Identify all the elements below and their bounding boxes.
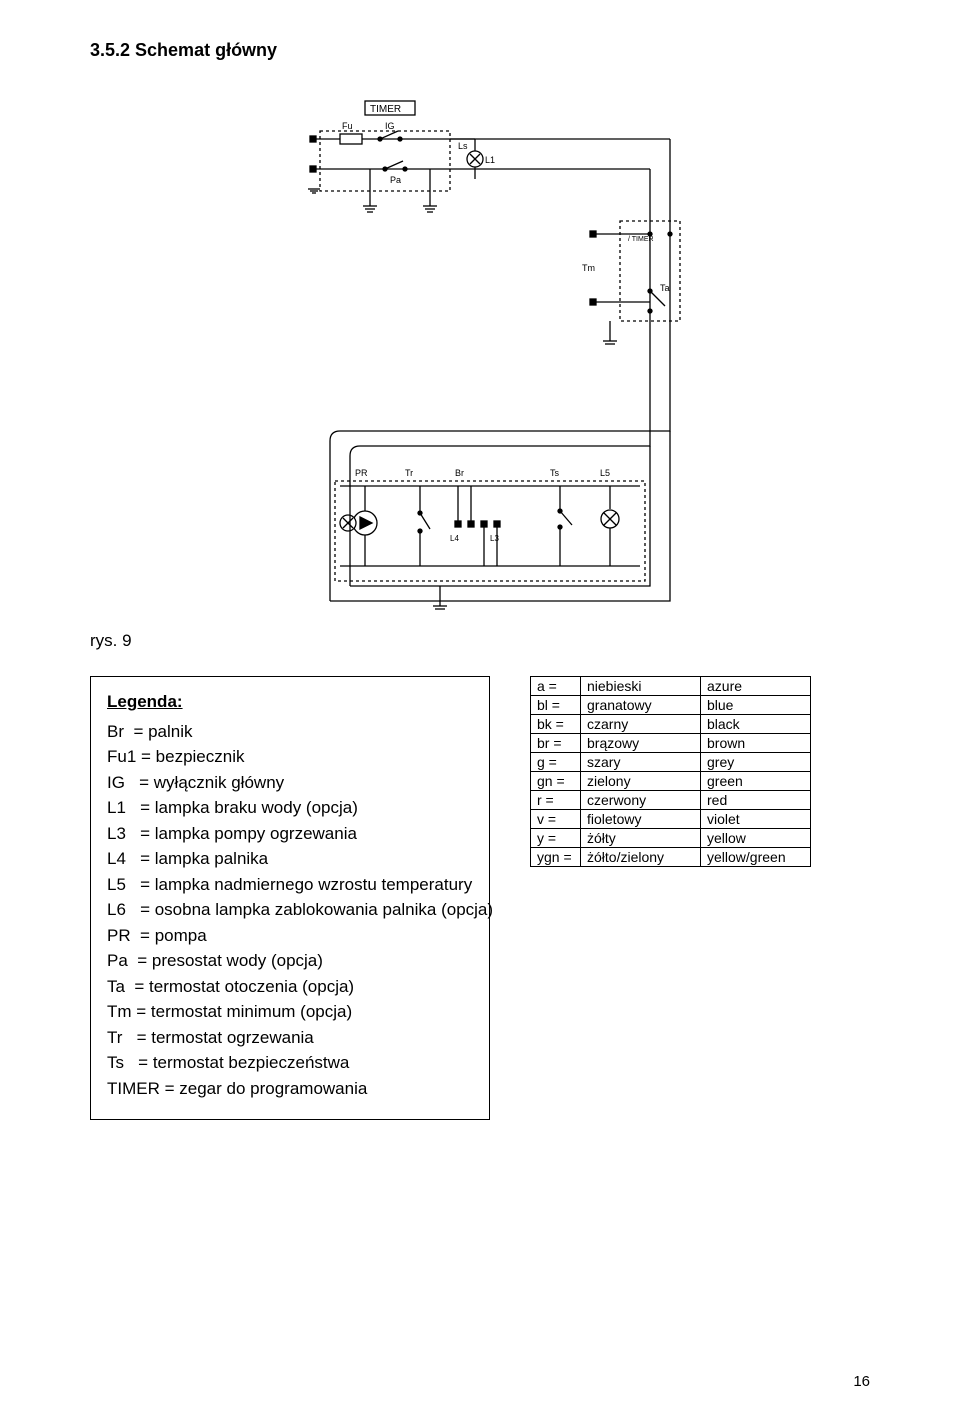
figure-label: rys. 9 [90, 631, 870, 651]
legend-item: Fu1 = bezpiecznik [107, 744, 473, 770]
table-cell: żółto/zielony [581, 848, 701, 867]
table-row: y =żółtyyellow [531, 829, 811, 848]
svg-text:Br: Br [455, 468, 464, 478]
svg-text:L3: L3 [490, 534, 499, 543]
table-cell: yellow [701, 829, 811, 848]
table-cell: blue [701, 696, 811, 715]
legend-item: Ts = termostat bezpieczeństwa [107, 1050, 473, 1076]
legend-item: L4 = lampka palnika [107, 846, 473, 872]
table-cell: black [701, 715, 811, 734]
legend-item: IG = wyłącznik główny [107, 770, 473, 796]
legend-item: L3 = lampka pompy ogrzewania [107, 821, 473, 847]
table-cell: gn = [531, 772, 581, 791]
table-cell: ygn = [531, 848, 581, 867]
svg-text:PR: PR [355, 468, 368, 478]
svg-text:L4: L4 [450, 534, 459, 543]
table-cell: zielony [581, 772, 701, 791]
table-cell: żółty [581, 829, 701, 848]
table-cell: azure [701, 677, 811, 696]
table-cell: niebieski [581, 677, 701, 696]
table-cell: szary [581, 753, 701, 772]
legend-item: Ta = termostat otoczenia (opcja) [107, 974, 473, 1000]
svg-text:Tr: Tr [405, 468, 413, 478]
svg-text:L1: L1 [485, 155, 495, 165]
legend-lines: Br = palnikFu1 = bezpiecznikIG = wyłączn… [107, 719, 473, 1102]
table-cell: czerwony [581, 791, 701, 810]
table-row: bl =granatowyblue [531, 696, 811, 715]
table-row: bk =czarnyblack [531, 715, 811, 734]
table-cell: green [701, 772, 811, 791]
table-cell: bk = [531, 715, 581, 734]
table-cell: brązowy [581, 734, 701, 753]
table-cell: czarny [581, 715, 701, 734]
table-row: r =czerwonyred [531, 791, 811, 810]
table-cell: bl = [531, 696, 581, 715]
table-cell: violet [701, 810, 811, 829]
legend-box: Legenda: Br = palnikFu1 = bezpiecznikIG … [90, 676, 490, 1120]
table-row: a =niebieskiazure [531, 677, 811, 696]
legend-item: PR = pompa [107, 923, 473, 949]
svg-text:Ta: Ta [660, 283, 670, 293]
svg-text:Ls: Ls [458, 141, 468, 151]
table-cell: a = [531, 677, 581, 696]
table-cell: red [701, 791, 811, 810]
svg-text:TIMER: TIMER [370, 104, 401, 115]
section-heading: 3.5.2 Schemat główny [90, 40, 870, 61]
legend-item: Tm = termostat minimum (opcja) [107, 999, 473, 1025]
table-cell: g = [531, 753, 581, 772]
table-row: g =szarygrey [531, 753, 811, 772]
document-page: 3.5.2 Schemat główny TIMER Fu IG [0, 0, 960, 1410]
table-cell: v = [531, 810, 581, 829]
color-code-table: a =niebieskiazurebl =granatowybluebk =cz… [530, 676, 811, 867]
svg-text:Tm: Tm [582, 263, 595, 273]
svg-text:Pa: Pa [390, 175, 401, 185]
table-cell: grey [701, 753, 811, 772]
table-row: v =fioletowyviolet [531, 810, 811, 829]
svg-text:Fu: Fu [342, 121, 353, 131]
svg-text:L5: L5 [600, 468, 610, 478]
table-cell: granatowy [581, 696, 701, 715]
legend-item: Br = palnik [107, 719, 473, 745]
schematic-diagram: TIMER Fu IG Pa [90, 91, 870, 621]
legend-item: L1 = lampka braku wody (opcja) [107, 795, 473, 821]
table-cell: fioletowy [581, 810, 701, 829]
legend-item: L5 = lampka nadmiernego wzrostu temperat… [107, 872, 473, 898]
svg-text:Ts: Ts [550, 468, 560, 478]
table-row: gn =zielonygreen [531, 772, 811, 791]
legend-item: Tr = termostat ogrzewania [107, 1025, 473, 1051]
table-cell: yellow/green [701, 848, 811, 867]
svg-text:IG: IG [385, 121, 395, 131]
table-row: br =brązowybrown [531, 734, 811, 753]
table-cell: y = [531, 829, 581, 848]
legend-item: L6 = osobna lampka zablokowania palnika … [107, 897, 473, 923]
table-cell: r = [531, 791, 581, 810]
table-cell: brown [701, 734, 811, 753]
legend-item: TIMER = zegar do programowania [107, 1076, 473, 1102]
table-cell: br = [531, 734, 581, 753]
page-number: 16 [853, 1373, 870, 1390]
legend-item: Pa = presostat wody (opcja) [107, 948, 473, 974]
table-row: ygn =żółto/zielonyyellow/green [531, 848, 811, 867]
legend-columns: Legenda: Br = palnikFu1 = bezpiecznikIG … [90, 676, 870, 1120]
wiring-schematic-svg: TIMER Fu IG Pa [290, 91, 710, 611]
legend-title: Legenda: [107, 689, 473, 715]
svg-text:/ TIMER: / TIMER [628, 236, 654, 243]
